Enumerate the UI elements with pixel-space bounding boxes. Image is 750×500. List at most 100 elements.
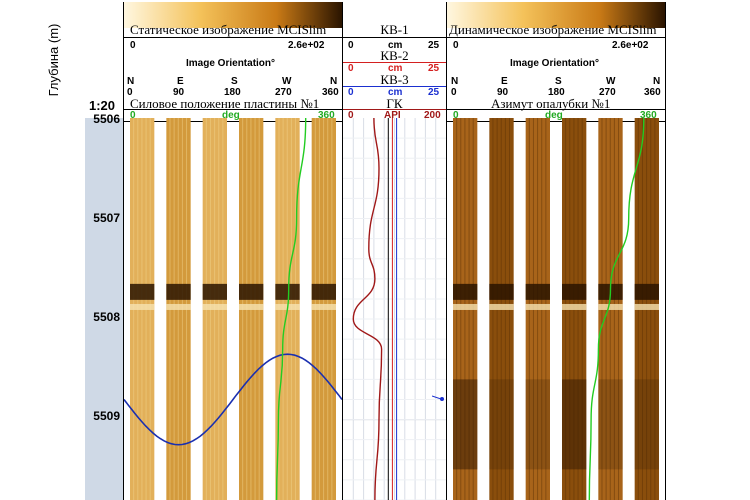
depth-scale: 1:20 [89, 98, 116, 113]
left-orientation-label: Image Orientation° [186, 58, 276, 69]
compass-letter: E [501, 76, 508, 87]
compass-degree: 0 [127, 87, 133, 98]
compass-degree: 0 [451, 87, 457, 98]
image-dark-band [311, 283, 336, 300]
compass-letter: W [606, 76, 616, 87]
image-dark-band [489, 283, 514, 300]
kv2-title: КВ-2 [380, 48, 409, 63]
kv2-min: 0 [348, 63, 354, 74]
kv3-unit: cm [388, 87, 403, 98]
marker-dot [432, 395, 444, 401]
image-light-band [525, 303, 550, 310]
compass-letter: N [127, 76, 135, 87]
image-light-band [634, 303, 659, 310]
compass-degree: 180 [548, 87, 565, 98]
kv3-title: КВ-3 [380, 72, 409, 87]
compass-letter: S [231, 76, 238, 87]
image-dark-zone [453, 379, 478, 470]
left-image-track [124, 118, 342, 500]
left-curve-min: 0 [130, 110, 136, 121]
image-light-band [130, 303, 155, 310]
compass-letter: S [555, 76, 562, 87]
gk-title: ГК [386, 96, 403, 111]
image-light-band [311, 303, 336, 310]
depth-column [85, 118, 123, 500]
image-light-band [166, 303, 191, 310]
depth-tick: 5507 [93, 211, 120, 225]
image-dark-zone [634, 379, 659, 470]
left-curve-title: Силовое положение пластины №1 [130, 96, 320, 111]
kv1-max: 25 [428, 40, 440, 51]
right-orientation-label: Image Orientation° [510, 58, 600, 69]
right-curve-unit: deg [545, 110, 563, 121]
right-track-title: Динамическое изображение MCISlim [449, 22, 657, 37]
left-green-curve [275, 118, 307, 500]
compass-degree: 270 [275, 87, 292, 98]
image-dark-band [275, 283, 300, 300]
compass-letter: E [177, 76, 184, 87]
left-color-scale [124, 2, 342, 28]
image-dark-band [239, 283, 264, 300]
compass-degree: 90 [497, 87, 509, 98]
image-dark-band [166, 283, 191, 300]
compass-letter: N [330, 76, 338, 87]
image-light-band [489, 303, 514, 310]
kv2-unit: cm [388, 63, 403, 74]
sine-curve [124, 353, 342, 446]
right-curve-max: 360 [640, 110, 657, 121]
kv1-min: 0 [348, 40, 354, 51]
compass-degree: 270 [599, 87, 616, 98]
image-dark-zone [562, 379, 587, 470]
left-curve-unit: deg [222, 110, 240, 121]
compass-degree: 180 [224, 87, 241, 98]
compass-degree: 360 [322, 87, 339, 98]
image-dark-band [202, 283, 227, 300]
left-image-svg [124, 118, 342, 500]
right-range-max: 2.6e+02 [612, 40, 649, 51]
image-light-band [598, 303, 623, 310]
gk-max: 200 [424, 110, 441, 121]
kv1-unit: cm [388, 40, 403, 51]
depth-axis-label: Глубина (m) [46, 23, 61, 97]
left-range-min: 0 [130, 40, 136, 51]
image-dark-band [525, 283, 550, 300]
left-track-title: Статическое изображение MCISlim [130, 22, 327, 37]
right-color-scale [447, 2, 665, 28]
left-range-max: 2.6e+02 [288, 40, 325, 51]
middle-log-svg [343, 118, 446, 500]
left-curve-max: 360 [318, 110, 335, 121]
gk-unit: API [384, 110, 401, 121]
middle-log-track [343, 118, 446, 500]
compass-degree: 90 [173, 87, 185, 98]
kv3-max: 25 [428, 87, 440, 98]
image-dark-band [453, 283, 478, 300]
image-dark-band [634, 283, 659, 300]
image-light-band [453, 303, 478, 310]
right-image-track [447, 118, 665, 500]
compass-letter: N [653, 76, 661, 87]
gk-curve [352, 118, 383, 500]
right-curve-min: 0 [453, 110, 459, 121]
right-image-svg [453, 118, 659, 500]
compass-degree: 360 [644, 87, 661, 98]
kv1-title: КВ-1 [380, 22, 409, 37]
image-light-band [202, 303, 227, 310]
right-green-curve [588, 118, 645, 500]
kv3-min: 0 [348, 87, 354, 98]
compass-letter: N [451, 76, 459, 87]
depth-tick: 5506 [93, 112, 120, 126]
image-dark-zone [598, 379, 623, 470]
image-dark-band [562, 283, 587, 300]
right-range-min: 0 [453, 40, 459, 51]
right-curve-title: Азимут опалубки №1 [491, 96, 611, 111]
image-light-band [562, 303, 587, 310]
depth-tick: 5508 [93, 310, 120, 324]
image-dark-zone [489, 379, 514, 470]
kv2-max: 25 [428, 63, 440, 74]
gk-min: 0 [348, 110, 354, 121]
image-light-band [239, 303, 264, 310]
image-dark-zone [525, 379, 550, 470]
image-dark-band [130, 283, 155, 300]
depth-tick: 5509 [93, 409, 120, 423]
compass-letter: W [282, 76, 292, 87]
